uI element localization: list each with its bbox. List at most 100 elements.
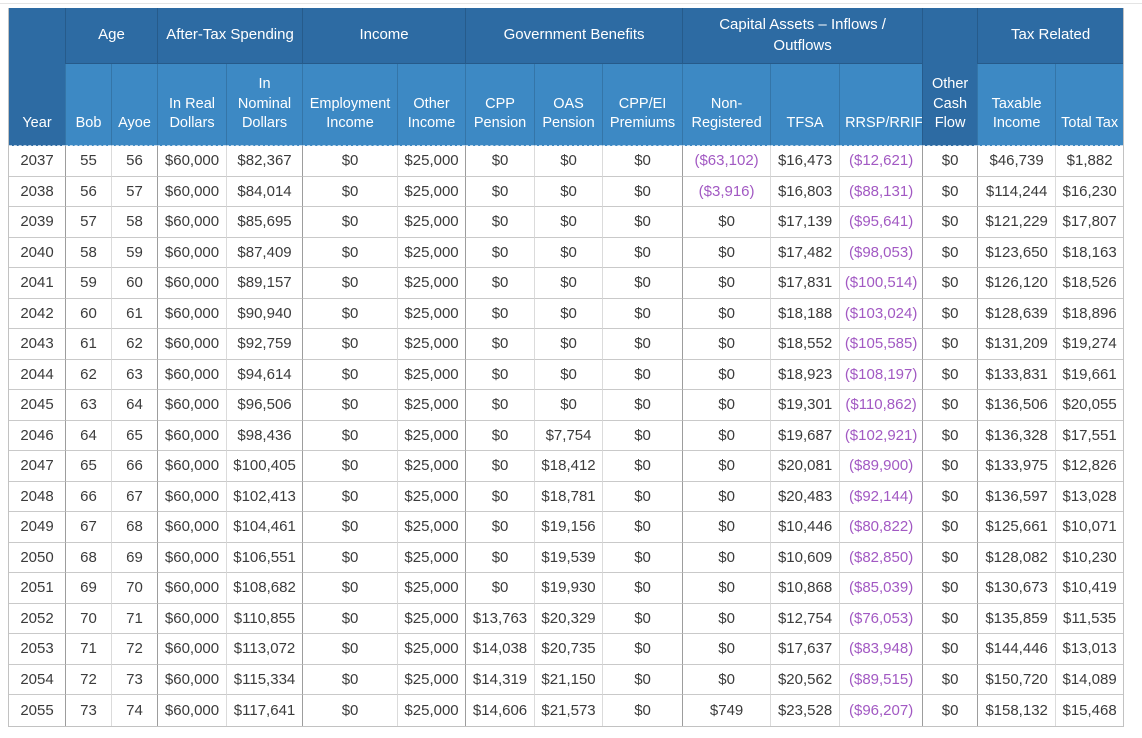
cell-other-income: $25,000 <box>397 512 466 543</box>
cell-cpp-pension: $0 <box>465 207 535 238</box>
header-other-income: Other Income <box>397 64 466 146</box>
cell-oas-pension: $20,735 <box>534 634 603 665</box>
cell-nominal-dollars: $87,409 <box>226 237 303 268</box>
cell-age-ayoe: 62 <box>111 329 158 360</box>
cell-taxable-income: $150,720 <box>977 664 1056 695</box>
cell-age-ayoe: 56 <box>111 146 158 177</box>
cell-employment-income: $0 <box>302 268 398 299</box>
cell-age-ayoe: 69 <box>111 542 158 573</box>
table-row-2046: 2046 64 65 $60,000 $98,436 $0 $25,000 $0 $7,754 $… <box>9 420 1124 451</box>
cell-oas-pension: $0 <box>534 329 603 360</box>
cell-age-ayoe: 74 <box>111 695 158 726</box>
table-row-2038: 2038 56 57 $60,000 $84,014 $0 $25,000 $0 $0 $0 ($3… <box>9 176 1124 207</box>
table-row-2052: 2052 70 71 $60,000 $110,855 $0 $25,000 $13,763 $… <box>9 603 1124 634</box>
cell-real-dollars: $60,000 <box>157 268 227 299</box>
cell-age-ayoe: 59 <box>111 237 158 268</box>
cell-nominal-dollars: $117,641 <box>226 695 303 726</box>
cell-oas-pension: $0 <box>534 390 603 421</box>
cell-total-tax: $10,419 <box>1055 573 1124 604</box>
cell-year: 2055 <box>9 695 65 726</box>
cell-other-cash-flow: $0 <box>922 359 978 390</box>
cell-non-registered: $0 <box>682 298 771 329</box>
cell-tfsa: $23,528 <box>770 695 840 726</box>
cell-other-cash-flow: $0 <box>922 512 978 543</box>
cell-rrsp-rrif: ($89,900) <box>839 451 923 482</box>
cell-other-income: $25,000 <box>397 329 466 360</box>
header-income: Income <box>302 8 466 64</box>
table-row-2053: 2053 71 72 $60,000 $113,072 $0 $25,000 $14,038 $… <box>9 634 1124 665</box>
cell-nominal-dollars: $106,551 <box>226 542 303 573</box>
cell-non-registered: $0 <box>682 481 771 512</box>
cell-year: 2037 <box>9 146 65 177</box>
cell-cpp-ei-premiums: $0 <box>602 542 683 573</box>
cell-year: 2043 <box>9 329 65 360</box>
cell-nominal-dollars: $100,405 <box>226 451 303 482</box>
cell-total-tax: $20,055 <box>1055 390 1124 421</box>
cell-nominal-dollars: $89,157 <box>226 268 303 299</box>
cell-cpp-ei-premiums: $0 <box>602 695 683 726</box>
cell-year: 2042 <box>9 298 65 329</box>
cell-rrsp-rrif: ($95,641) <box>839 207 923 238</box>
cell-real-dollars: $60,000 <box>157 573 227 604</box>
cell-total-tax: $17,807 <box>1055 207 1124 238</box>
cell-other-income: $25,000 <box>397 695 466 726</box>
cell-employment-income: $0 <box>302 237 398 268</box>
cell-cpp-ei-premiums: $0 <box>602 207 683 238</box>
cell-age-ayoe: 71 <box>111 603 158 634</box>
cell-employment-income: $0 <box>302 512 398 543</box>
cell-real-dollars: $60,000 <box>157 634 227 665</box>
cell-non-registered: $0 <box>682 390 771 421</box>
cell-other-income: $25,000 <box>397 664 466 695</box>
cell-other-cash-flow: $0 <box>922 634 978 665</box>
cell-taxable-income: $136,506 <box>977 390 1056 421</box>
cell-non-registered: $0 <box>682 420 771 451</box>
cell-other-cash-flow: $0 <box>922 146 978 177</box>
header-tax-related: Tax Related <box>977 8 1124 64</box>
cell-non-registered: $0 <box>682 634 771 665</box>
cell-other-cash-flow: $0 <box>922 573 978 604</box>
cell-real-dollars: $60,000 <box>157 176 227 207</box>
cell-year: 2045 <box>9 390 65 421</box>
cell-total-tax: $13,013 <box>1055 634 1124 665</box>
cell-year: 2052 <box>9 603 65 634</box>
cell-nominal-dollars: $85,695 <box>226 207 303 238</box>
table-body: 2037 55 56 $60,000 $82,367 $0 $25,000 $0 $0 $0 ($6… <box>9 146 1124 726</box>
cell-tfsa: $18,552 <box>770 329 840 360</box>
cell-nominal-dollars: $92,759 <box>226 329 303 360</box>
cell-rrsp-rrif: ($102,921) <box>839 420 923 451</box>
table-row-2041: 2041 59 60 $60,000 $89,157 $0 $25,000 $0 $0 $0 $0 $… <box>9 268 1124 299</box>
cell-year: 2049 <box>9 512 65 543</box>
cell-nominal-dollars: $94,614 <box>226 359 303 390</box>
cell-oas-pension: $0 <box>534 146 603 177</box>
cell-cpp-pension: $0 <box>465 451 535 482</box>
header-bob: Bob <box>65 64 111 146</box>
cell-real-dollars: $60,000 <box>157 481 227 512</box>
cell-total-tax: $19,661 <box>1055 359 1124 390</box>
cell-nominal-dollars: $96,506 <box>226 390 303 421</box>
cell-age-bob: 71 <box>65 634 111 665</box>
cell-cpp-pension: $0 <box>465 512 535 543</box>
cell-other-cash-flow: $0 <box>922 603 978 634</box>
cell-real-dollars: $60,000 <box>157 420 227 451</box>
cell-employment-income: $0 <box>302 603 398 634</box>
cell-other-income: $25,000 <box>397 390 466 421</box>
cell-cpp-pension: $0 <box>465 237 535 268</box>
cell-cpp-pension: $0 <box>465 481 535 512</box>
cell-non-registered: $0 <box>682 603 771 634</box>
cell-taxable-income: $128,082 <box>977 542 1056 573</box>
cell-employment-income: $0 <box>302 298 398 329</box>
cell-total-tax: $19,274 <box>1055 329 1124 360</box>
cell-oas-pension: $19,539 <box>534 542 603 573</box>
cell-cpp-pension: $0 <box>465 298 535 329</box>
cell-age-ayoe: 61 <box>111 298 158 329</box>
header-total-tax: Total Tax <box>1055 64 1124 146</box>
cell-oas-pension: $0 <box>534 176 603 207</box>
table-row-2050: 2050 68 69 $60,000 $106,551 $0 $25,000 $0 $19,53… <box>9 542 1124 573</box>
cell-non-registered: $0 <box>682 542 771 573</box>
cell-age-bob: 64 <box>65 420 111 451</box>
cell-rrsp-rrif: ($100,514) <box>839 268 923 299</box>
cell-other-cash-flow: $0 <box>922 420 978 451</box>
cell-nominal-dollars: $102,413 <box>226 481 303 512</box>
cell-taxable-income: $125,661 <box>977 512 1056 543</box>
cell-non-registered: $0 <box>682 451 771 482</box>
